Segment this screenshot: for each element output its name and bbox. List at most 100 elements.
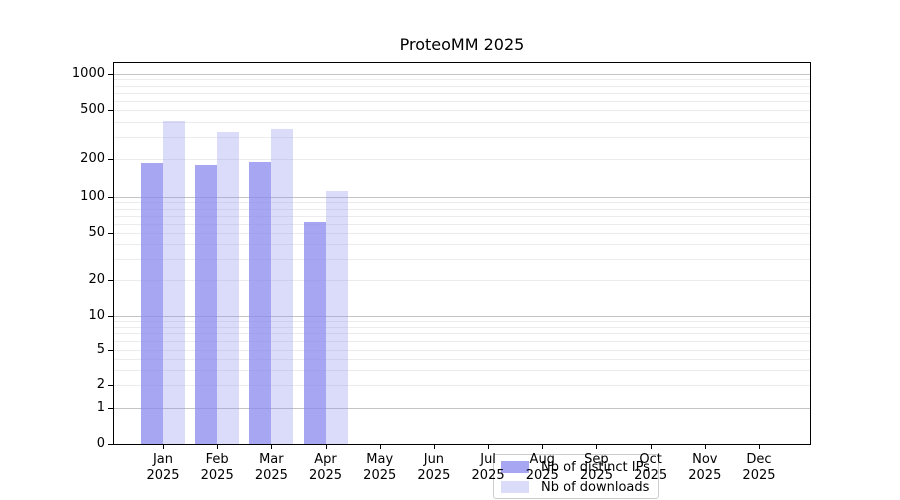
- bar-nb-of-distinct-ips-mar: [249, 161, 272, 444]
- y-tick: [108, 159, 113, 160]
- gridline-minor: [114, 233, 810, 234]
- gridline-minor: [114, 223, 810, 225]
- x-tick-month: Mar: [259, 452, 284, 467]
- x-tick: [325, 445, 327, 449]
- gridline-major: [114, 74, 810, 75]
- gridline-minor: [114, 341, 810, 343]
- legend-label: Nb of distinct IPs: [541, 459, 650, 475]
- gridline-minor: [114, 244, 810, 246]
- x-tick-year: 2025: [308, 467, 343, 483]
- gridline-minor: [114, 369, 810, 371]
- x-tick: [488, 445, 490, 449]
- gridline-minor: [114, 159, 810, 160]
- y-tick-label: 5: [96, 342, 105, 357]
- x-tick-month: Jun: [423, 452, 445, 467]
- gridline-minor: [114, 137, 810, 139]
- gridline-minor: [114, 326, 810, 328]
- x-tick-month: Jul: [480, 452, 496, 467]
- x-tick-year: 2025: [254, 467, 288, 483]
- y-tick-label: 200: [80, 151, 105, 166]
- x-tick-label-mar: Mar 2025: [236, 452, 306, 483]
- gridline-major: [114, 316, 810, 317]
- x-tick-label-may: May 2025: [345, 452, 415, 483]
- x-tick: [217, 445, 219, 449]
- legend-swatch-nb-of-downloads: [501, 481, 529, 493]
- x-tick-month: Aug: [529, 452, 555, 467]
- x-tick-month: Jan: [152, 452, 174, 467]
- legend-label: Nb of downloads: [541, 479, 650, 495]
- y-tick: [108, 408, 113, 409]
- y-tick: [108, 280, 113, 281]
- plot-area: Nb of distinct IPs Nb of downloads: [113, 62, 811, 499]
- gridline-minor: [114, 121, 810, 123]
- x-tick-year: 2025: [200, 467, 234, 483]
- gridline-minor: [114, 333, 810, 335]
- gridline-minor: [114, 350, 810, 351]
- y-tick: [108, 444, 113, 445]
- x-tick-label-jul: Jul 2025: [453, 452, 523, 483]
- bar-nb-of-downloads-feb: [217, 132, 240, 444]
- bar-nb-of-downloads-mar: [271, 129, 294, 444]
- y-tick-label: 2: [96, 377, 105, 392]
- gridline-minor: [114, 85, 810, 87]
- y-tick: [108, 316, 113, 317]
- legend: Nb of distinct IPs Nb of downloads: [493, 454, 659, 499]
- y-tick: [108, 350, 113, 351]
- y-tick-label: 1000: [71, 66, 105, 81]
- gridline-minor: [114, 385, 810, 386]
- x-tick: [379, 445, 381, 449]
- gridline-minor: [114, 358, 810, 360]
- x-tick-month: Nov: [692, 452, 718, 467]
- gridline-minor: [114, 92, 810, 94]
- x-tick-year: 2025: [417, 467, 451, 483]
- legend-swatch-nb-of-distinct-ips: [501, 461, 529, 473]
- x-tick: [163, 445, 164, 449]
- y-tick-label: 500: [80, 102, 105, 117]
- y-tick: [108, 110, 113, 111]
- x-tick: [271, 445, 273, 449]
- x-tick-label-oct: Oct 2025: [616, 452, 686, 483]
- x-tick-month: Oct: [639, 452, 662, 467]
- legend-item-nb-of-distinct-ips: Nb of distinct IPs: [494, 457, 658, 477]
- y-tick-label: 1: [96, 400, 105, 415]
- gridline-minor: [114, 208, 810, 210]
- gridline-minor: [114, 321, 810, 323]
- x-tick-label-aug: Aug 2025: [507, 452, 577, 483]
- gridline-minor: [114, 202, 810, 204]
- x-tick-year: 2025: [471, 467, 505, 483]
- bar-nb-of-distinct-ips-jan: [141, 163, 163, 444]
- gridline-minor: [114, 79, 810, 81]
- x-tick: [650, 445, 652, 449]
- y-tick-label: 50: [88, 225, 105, 240]
- bar-nb-of-distinct-ips-feb: [195, 165, 218, 444]
- x-tick-year: 2025: [525, 467, 559, 483]
- x-tick: [596, 445, 598, 449]
- y-tick-label: 20: [88, 272, 105, 287]
- bar-nb-of-distinct-ips-apr: [303, 221, 326, 444]
- y-tick: [108, 197, 113, 198]
- y-tick-label: 10: [88, 308, 105, 323]
- x-tick-year: 2025: [363, 467, 397, 483]
- x-tick-month: May: [366, 452, 394, 467]
- x-tick-year: 2025: [634, 467, 668, 483]
- x-tick-month: Apr: [314, 452, 337, 467]
- x-tick-month: Dec: [746, 452, 772, 467]
- x-tick-year: 2025: [688, 467, 722, 483]
- gridline-minor: [114, 100, 810, 102]
- gridline-major: [114, 408, 810, 409]
- legend-item-nb-of-downloads: Nb of downloads: [494, 477, 658, 497]
- gridline-minor: [114, 259, 810, 261]
- gridline-minor: [114, 110, 810, 111]
- x-tick-label-sep: Sep 2025: [561, 452, 631, 483]
- x-tick-label-apr: Apr 2025: [291, 452, 361, 483]
- x-tick-label-feb: Feb 2025: [182, 452, 252, 483]
- bar-nb-of-downloads-apr: [325, 190, 348, 444]
- x-tick: [758, 445, 760, 449]
- gridline-major: [114, 197, 810, 198]
- y-tick: [108, 233, 113, 234]
- gridline-minor: [114, 280, 810, 281]
- x-tick-year: 2025: [146, 467, 180, 483]
- x-tick: [433, 445, 435, 449]
- x-tick-month: Sep: [584, 452, 609, 467]
